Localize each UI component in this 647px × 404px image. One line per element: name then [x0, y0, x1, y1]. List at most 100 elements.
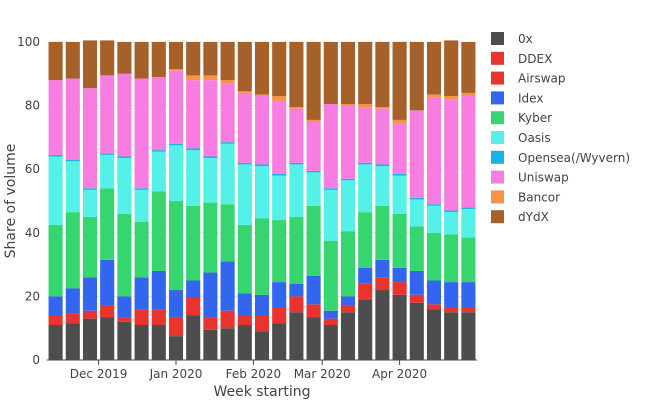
- bar-segment[interactable]: [323, 240, 338, 311]
- bar-segment[interactable]: [82, 40, 98, 89]
- bar-segment[interactable]: [375, 108, 390, 165]
- bar-segment[interactable]: [237, 42, 252, 92]
- bar-segment[interactable]: [392, 42, 407, 120]
- bar-segment[interactable]: [220, 204, 235, 262]
- bar-segment[interactable]: [254, 218, 270, 295]
- week-bar-stack[interactable]: [289, 42, 304, 360]
- bar-segment[interactable]: [323, 325, 338, 360]
- bar-segment[interactable]: [409, 294, 424, 303]
- week-bar-stack[interactable]: [203, 42, 218, 360]
- bar-segment[interactable]: [392, 213, 407, 268]
- bar-segment[interactable]: [237, 91, 252, 93]
- bar-segment[interactable]: [426, 309, 442, 360]
- legend-item[interactable]: Bancor: [491, 190, 560, 204]
- bar-segment[interactable]: [375, 164, 390, 167]
- bar-segment[interactable]: [375, 290, 390, 360]
- bar-segment[interactable]: [323, 104, 338, 189]
- bar-segment[interactable]: [168, 143, 184, 146]
- bar-segment[interactable]: [323, 188, 338, 190]
- bar-segment[interactable]: [151, 150, 166, 152]
- bar-segment[interactable]: [186, 280, 201, 298]
- bar-segment[interactable]: [168, 201, 184, 291]
- bar-segment[interactable]: [186, 75, 201, 81]
- week-bar-stack[interactable]: [151, 42, 166, 360]
- bar-segment[interactable]: [134, 42, 149, 79]
- bar-segment[interactable]: [289, 42, 304, 108]
- bar-segment[interactable]: [203, 80, 218, 157]
- legend-item[interactable]: Uniswap: [491, 170, 569, 185]
- bar-segment[interactable]: [306, 170, 321, 173]
- bar-segment[interactable]: [237, 293, 252, 316]
- bar-segment[interactable]: [82, 318, 98, 360]
- bar-segment[interactable]: [444, 212, 459, 235]
- bar-segment[interactable]: [375, 277, 390, 291]
- bar-segment[interactable]: [237, 315, 252, 326]
- bar-segment[interactable]: [186, 297, 201, 316]
- week-bar-stack[interactable]: [306, 42, 321, 360]
- bar-segment[interactable]: [426, 304, 442, 310]
- legend-item[interactable]: Kyber: [491, 111, 552, 125]
- bar-segment[interactable]: [289, 108, 304, 163]
- bar-segment[interactable]: [65, 288, 80, 314]
- bar-segment[interactable]: [220, 83, 235, 143]
- bar-segment[interactable]: [272, 307, 287, 324]
- bar-segment[interactable]: [461, 307, 476, 313]
- bar-segment[interactable]: [340, 104, 356, 106]
- bar-segment[interactable]: [134, 189, 149, 222]
- bar-segment[interactable]: [461, 208, 476, 238]
- bar-segment[interactable]: [168, 69, 184, 71]
- legend-item[interactable]: Opensea(/Wyvern): [491, 150, 630, 165]
- bar-segment[interactable]: [254, 42, 270, 95]
- bar-segment[interactable]: [82, 188, 98, 190]
- bar-segment[interactable]: [461, 207, 476, 209]
- week-bar-stack[interactable]: [220, 42, 235, 360]
- bar-segment[interactable]: [186, 80, 201, 149]
- week-bar-stack[interactable]: [375, 42, 390, 360]
- bar-segment[interactable]: [392, 173, 407, 176]
- bar-segment[interactable]: [220, 261, 235, 311]
- bar-segment[interactable]: [340, 305, 356, 313]
- bar-segment[interactable]: [358, 299, 373, 360]
- bar-segment[interactable]: [117, 321, 132, 360]
- bar-segment[interactable]: [237, 162, 252, 165]
- bar-segment[interactable]: [100, 305, 115, 318]
- bar-segment[interactable]: [426, 232, 442, 281]
- bar-segment[interactable]: [426, 205, 442, 233]
- bar-segment[interactable]: [203, 272, 218, 318]
- bar-segment[interactable]: [392, 119, 407, 124]
- bar-segment[interactable]: [409, 110, 424, 198]
- bar-segment[interactable]: [48, 325, 63, 360]
- bar-segment[interactable]: [134, 309, 149, 326]
- bar-segment[interactable]: [375, 259, 390, 278]
- week-bar-stack[interactable]: [323, 42, 338, 360]
- legend-item[interactable]: Idex: [491, 91, 543, 105]
- bar-segment[interactable]: [426, 280, 442, 305]
- bar-segment[interactable]: [375, 205, 390, 260]
- bar-segment[interactable]: [254, 294, 270, 316]
- bar-segment[interactable]: [358, 42, 373, 105]
- week-bar-stack[interactable]: [48, 42, 63, 360]
- bar-segment[interactable]: [48, 154, 63, 157]
- bar-segment[interactable]: [65, 212, 80, 289]
- bar-segment[interactable]: [151, 325, 166, 360]
- bar-segment[interactable]: [340, 180, 356, 232]
- bar-segment[interactable]: [272, 323, 287, 360]
- bar-segment[interactable]: [168, 70, 184, 144]
- bar-segment[interactable]: [461, 312, 476, 360]
- bar-segment[interactable]: [117, 73, 132, 157]
- bar-segment[interactable]: [340, 231, 356, 297]
- bar-segment[interactable]: [151, 151, 166, 192]
- bar-segment[interactable]: [289, 162, 304, 165]
- week-bar-stack[interactable]: [100, 40, 115, 360]
- bar-segment[interactable]: [340, 296, 356, 306]
- bar-segment[interactable]: [134, 78, 149, 189]
- bar-segment[interactable]: [409, 199, 424, 227]
- bar-segment[interactable]: [426, 97, 442, 205]
- week-bar-stack[interactable]: [186, 42, 201, 360]
- legend[interactable]: 0x DDEX Airswap Idex Kyber Oasis Opensea(/Wyve…: [491, 32, 630, 224]
- bar-segment[interactable]: [272, 96, 287, 101]
- bar-segment[interactable]: [237, 224, 252, 294]
- bar-segment[interactable]: [100, 153, 115, 155]
- bar-segment[interactable]: [340, 105, 356, 179]
- legend-item[interactable]: 0x: [491, 32, 533, 46]
